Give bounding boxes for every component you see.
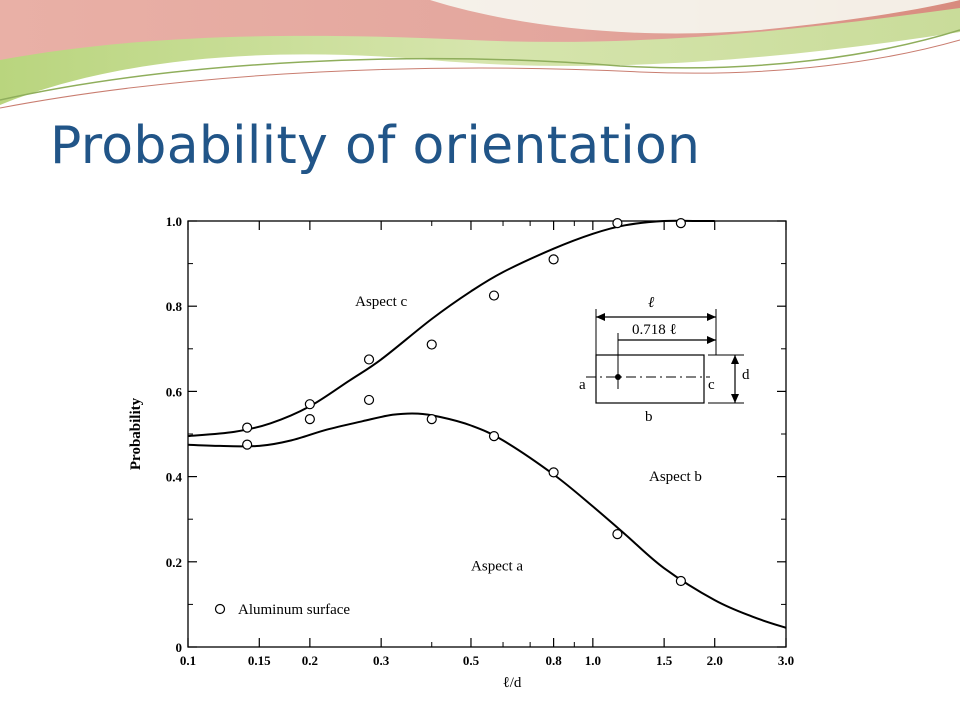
figure-panel: 0.1 0.15 0.2 0.3 0.5 0.8 1.0 1.5 2.0 3.0 0 0.2 0.4 0.… [118, 207, 808, 697]
x-tick-label: 2.0 [707, 653, 723, 668]
inset-depth-arrow-top [731, 355, 739, 364]
inset-offset-label: 0.718 ℓ [632, 322, 677, 338]
decorative-banner [0, 0, 960, 109]
annotation-aspect-c: Aspect c [355, 294, 407, 310]
x-tick-label: 0.5 [463, 653, 480, 668]
x-tick-label: 0.8 [545, 653, 562, 668]
inset-face-a: a [579, 377, 586, 393]
inset-depth-label: d [742, 367, 750, 383]
data-point [363, 354, 375, 365]
data-point [612, 218, 623, 229]
y-axis-label: Probability [128, 397, 144, 470]
inset-specimen-body [595, 354, 705, 404]
data-point [426, 339, 437, 350]
data-point [242, 422, 253, 433]
fit-curve-upper [187, 219, 715, 438]
data-point [675, 575, 686, 587]
data-point [548, 467, 559, 478]
x-tick-label: 1.5 [656, 653, 673, 668]
x-tick-label: 0.2 [302, 653, 318, 668]
inset-center-of-mass [615, 374, 621, 380]
data-point [488, 431, 500, 442]
data-point [548, 254, 559, 265]
orientation-probability-chart: 0.1 0.15 0.2 0.3 0.5 0.8 1.0 1.5 2.0 3.0 0 0.2 0.4 0.… [128, 214, 794, 691]
data-point [426, 413, 437, 425]
annotation-aspect-a: Aspect a [471, 558, 523, 574]
y-tick-label: 0.4 [166, 470, 183, 485]
banner-line-1 [0, 29, 960, 101]
inset-face-b: b [645, 409, 653, 425]
y-tick-label: 0.8 [166, 299, 183, 314]
data-point [363, 394, 375, 406]
x-tick-label: 0.15 [248, 653, 271, 668]
y-tick-label: 1.0 [166, 214, 182, 229]
inset-face-c: c [708, 377, 715, 393]
inset-arrow-left [596, 313, 605, 321]
data-point [488, 290, 500, 301]
x-tick-label: 3.0 [778, 653, 794, 668]
y-tick-label: 0.6 [166, 384, 183, 399]
data-point [242, 439, 253, 450]
x-tick-label: 0.1 [180, 653, 196, 668]
y-tick-label: 0 [176, 640, 183, 655]
annotation-aspect-b: Aspect b [649, 469, 702, 485]
specimen-inset-diagram: ℓ 0.718 ℓ d a c b [579, 295, 750, 425]
legend-marker [214, 603, 226, 615]
data-point [612, 529, 623, 540]
plot-frame [187, 220, 787, 648]
inset-length-label: ℓ [648, 295, 654, 311]
data-point [675, 218, 686, 229]
inset-depth-arrow-bottom [731, 394, 739, 403]
slide-title: Probability of orientation [50, 116, 701, 176]
banner-line-2 [0, 39, 960, 109]
legend-label: Aluminum surface [238, 602, 350, 618]
data-point [304, 399, 315, 410]
x-tick-label: 0.3 [373, 653, 390, 668]
banner-white-swoosh [430, 0, 960, 34]
x-axis-label: ℓ/d [503, 675, 522, 691]
inset-arrow-right [707, 313, 716, 321]
x-tick-label: 1.0 [585, 653, 601, 668]
data-point [304, 413, 315, 425]
y-tick-label: 0.2 [166, 555, 182, 570]
inset-offset-arrow [707, 336, 716, 344]
fit-curve-lower [187, 412, 787, 629]
